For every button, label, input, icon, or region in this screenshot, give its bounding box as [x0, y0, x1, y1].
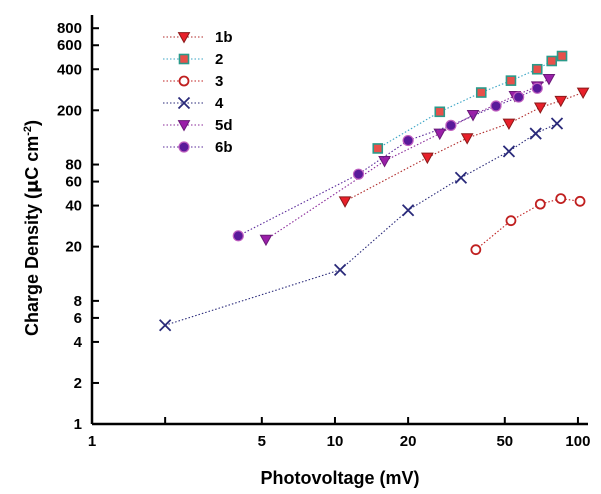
data-point-4 [333, 263, 347, 277]
data-point-4 [159, 319, 172, 332]
data-point-1b [421, 152, 434, 165]
series-2 [372, 50, 568, 154]
data-point-4 [502, 145, 516, 158]
data-point-3 [505, 215, 517, 227]
data-point-2 [546, 55, 558, 67]
data-point-4 [401, 204, 415, 217]
data-point-5d [542, 73, 556, 86]
series-line-5d [265, 78, 550, 241]
data-point-2 [434, 106, 446, 118]
data-point-5d [378, 156, 391, 168]
y-tick-label: 1 [74, 416, 82, 433]
series-1b [338, 87, 590, 208]
x-tick-label: 10 [327, 433, 344, 450]
y-tick-label: 800 [57, 20, 82, 37]
legend-label-3: 3 [215, 73, 223, 90]
y-tick-label: 400 [57, 61, 82, 78]
data-point-5d [259, 234, 273, 247]
legend-marker-5d [177, 120, 191, 132]
series-layer [159, 50, 590, 332]
legend: 1b 2 3 4 5d 6b [163, 29, 233, 156]
data-point-1b [502, 118, 516, 131]
data-point-3 [534, 198, 546, 210]
series-3 [470, 193, 586, 256]
y-tick-label: 8 [74, 293, 82, 310]
y-tick-label: 2 [74, 375, 82, 392]
y-axis-title-exp: -2 [22, 126, 34, 136]
data-point-2 [475, 87, 487, 98]
data-point-4 [550, 117, 564, 130]
legend-label-4: 4 [215, 95, 224, 112]
data-point-1b [338, 196, 352, 208]
y-axis-title-mu: μ [22, 180, 43, 193]
data-point-1b [576, 87, 590, 100]
data-point-2 [556, 50, 568, 62]
y-axis-title-close: ) [22, 120, 42, 126]
y-tick-label: 40 [65, 198, 82, 215]
data-point-3 [555, 193, 567, 205]
x-tick-label: 50 [496, 433, 513, 450]
legend-label-6b: 6b [215, 139, 233, 156]
data-point-2 [372, 143, 384, 154]
legend-marker-1b [177, 32, 191, 44]
y-tick-label: 200 [57, 102, 82, 119]
y-tick-label: 80 [65, 157, 82, 174]
series-line-6b [238, 87, 538, 237]
x-axis-title: Photovoltage (mV) [260, 468, 419, 488]
x-tick-label: 20 [400, 433, 417, 450]
y-tick-label: 600 [57, 37, 82, 54]
y-tick-label: 20 [65, 239, 82, 256]
data-point-2 [531, 63, 543, 75]
y-tick-label: 60 [65, 174, 82, 191]
y-tick-label: 6 [74, 310, 82, 327]
y-tick-label: 4 [74, 334, 83, 351]
data-point-1b [460, 133, 474, 145]
y-axis-title-unit: C cm [22, 136, 42, 180]
legend-label-1b: 1b [215, 29, 233, 46]
data-point-6b [513, 91, 525, 103]
series-6b [232, 82, 543, 242]
data-point-3 [470, 244, 482, 256]
y-axis-title: Charge Density (μC cm-2) [22, 120, 43, 336]
y-axis-title-main: Charge Density ( [22, 193, 42, 336]
data-point-2 [505, 75, 517, 86]
data-point-4 [529, 127, 542, 140]
legend-marker-2 [178, 53, 190, 65]
data-point-6b [402, 134, 414, 147]
legend-marker-6b [178, 141, 190, 153]
data-point-6b [531, 82, 543, 94]
data-point-1b [554, 95, 568, 108]
legend-label-5d: 5d [215, 117, 233, 134]
data-point-5d [466, 110, 480, 122]
x-tick-label: 100 [565, 433, 590, 450]
data-point-6b [232, 230, 244, 242]
data-point-3 [574, 195, 586, 207]
data-point-1b [533, 102, 547, 114]
series-4 [159, 117, 564, 332]
data-point-4 [454, 171, 468, 184]
data-point-6b [352, 168, 365, 180]
legend-marker-4 [177, 96, 191, 110]
legend-label-2: 2 [215, 51, 223, 68]
data-point-6b [445, 119, 457, 131]
series-line-3 [475, 198, 581, 251]
x-tick-label: 1 [88, 433, 96, 450]
data-point-6b [490, 100, 502, 112]
legend-marker-3 [178, 75, 190, 87]
x-tick-label: 5 [258, 433, 266, 450]
